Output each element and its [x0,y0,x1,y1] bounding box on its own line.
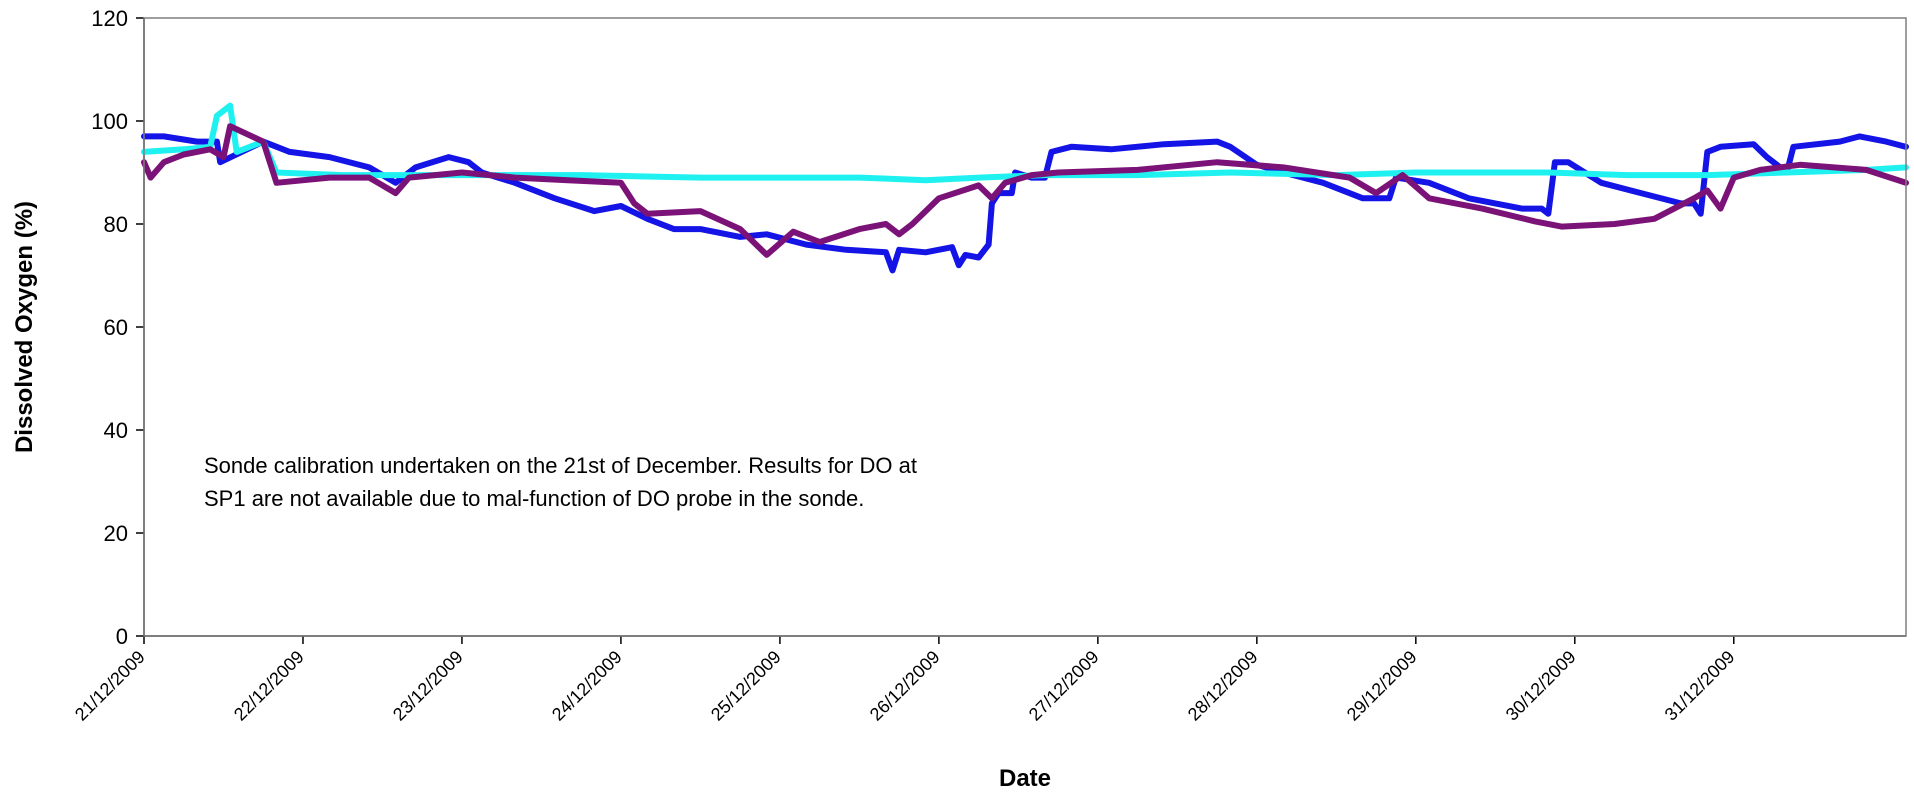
x-tick-label: 28/12/2009 [1184,647,1262,725]
y-tick-label: 20 [104,521,128,546]
y-tick-label: 80 [104,212,128,237]
y-tick-label: 100 [91,109,128,134]
y-tick-label: 40 [104,418,128,443]
y-axis-title: Dissolved Oxygen (%) [11,201,38,453]
annotation-line-2: SP1 are not available due to mal-functio… [204,486,864,511]
x-tick-label: 31/12/2009 [1661,647,1739,725]
plot-area-frame [143,17,1907,637]
y-tick-label: 120 [91,6,128,31]
series-line-3 [141,123,1909,258]
y-axis: 0 20 40 60 80 100 120 [91,6,145,649]
y-tick-label: 0 [116,624,128,649]
x-tick-label: 21/12/2009 [71,647,149,725]
x-tick-label: 27/12/2009 [1025,647,1103,725]
y-tick-label: 60 [104,315,128,340]
x-axis-title: Date [999,765,1051,792]
x-tick-label: 23/12/2009 [389,647,467,725]
series-line-1 [141,133,1909,274]
x-tick-label: 30/12/2009 [1502,647,1580,725]
x-tick-label: 24/12/2009 [548,647,626,725]
x-axis: 21/12/2009 22/12/2009 23/12/2009 24/12/2009… [71,635,1906,725]
annotation-line-1: Sonde calibration undertaken on the 21st… [204,453,917,478]
series-layer [141,102,1909,274]
x-tick-label: 22/12/2009 [230,647,308,725]
x-tick-label: 26/12/2009 [866,647,944,725]
x-tick-label: 29/12/2009 [1343,647,1421,725]
series-line-2 [141,102,1909,184]
x-tick-label: 25/12/2009 [707,647,785,725]
